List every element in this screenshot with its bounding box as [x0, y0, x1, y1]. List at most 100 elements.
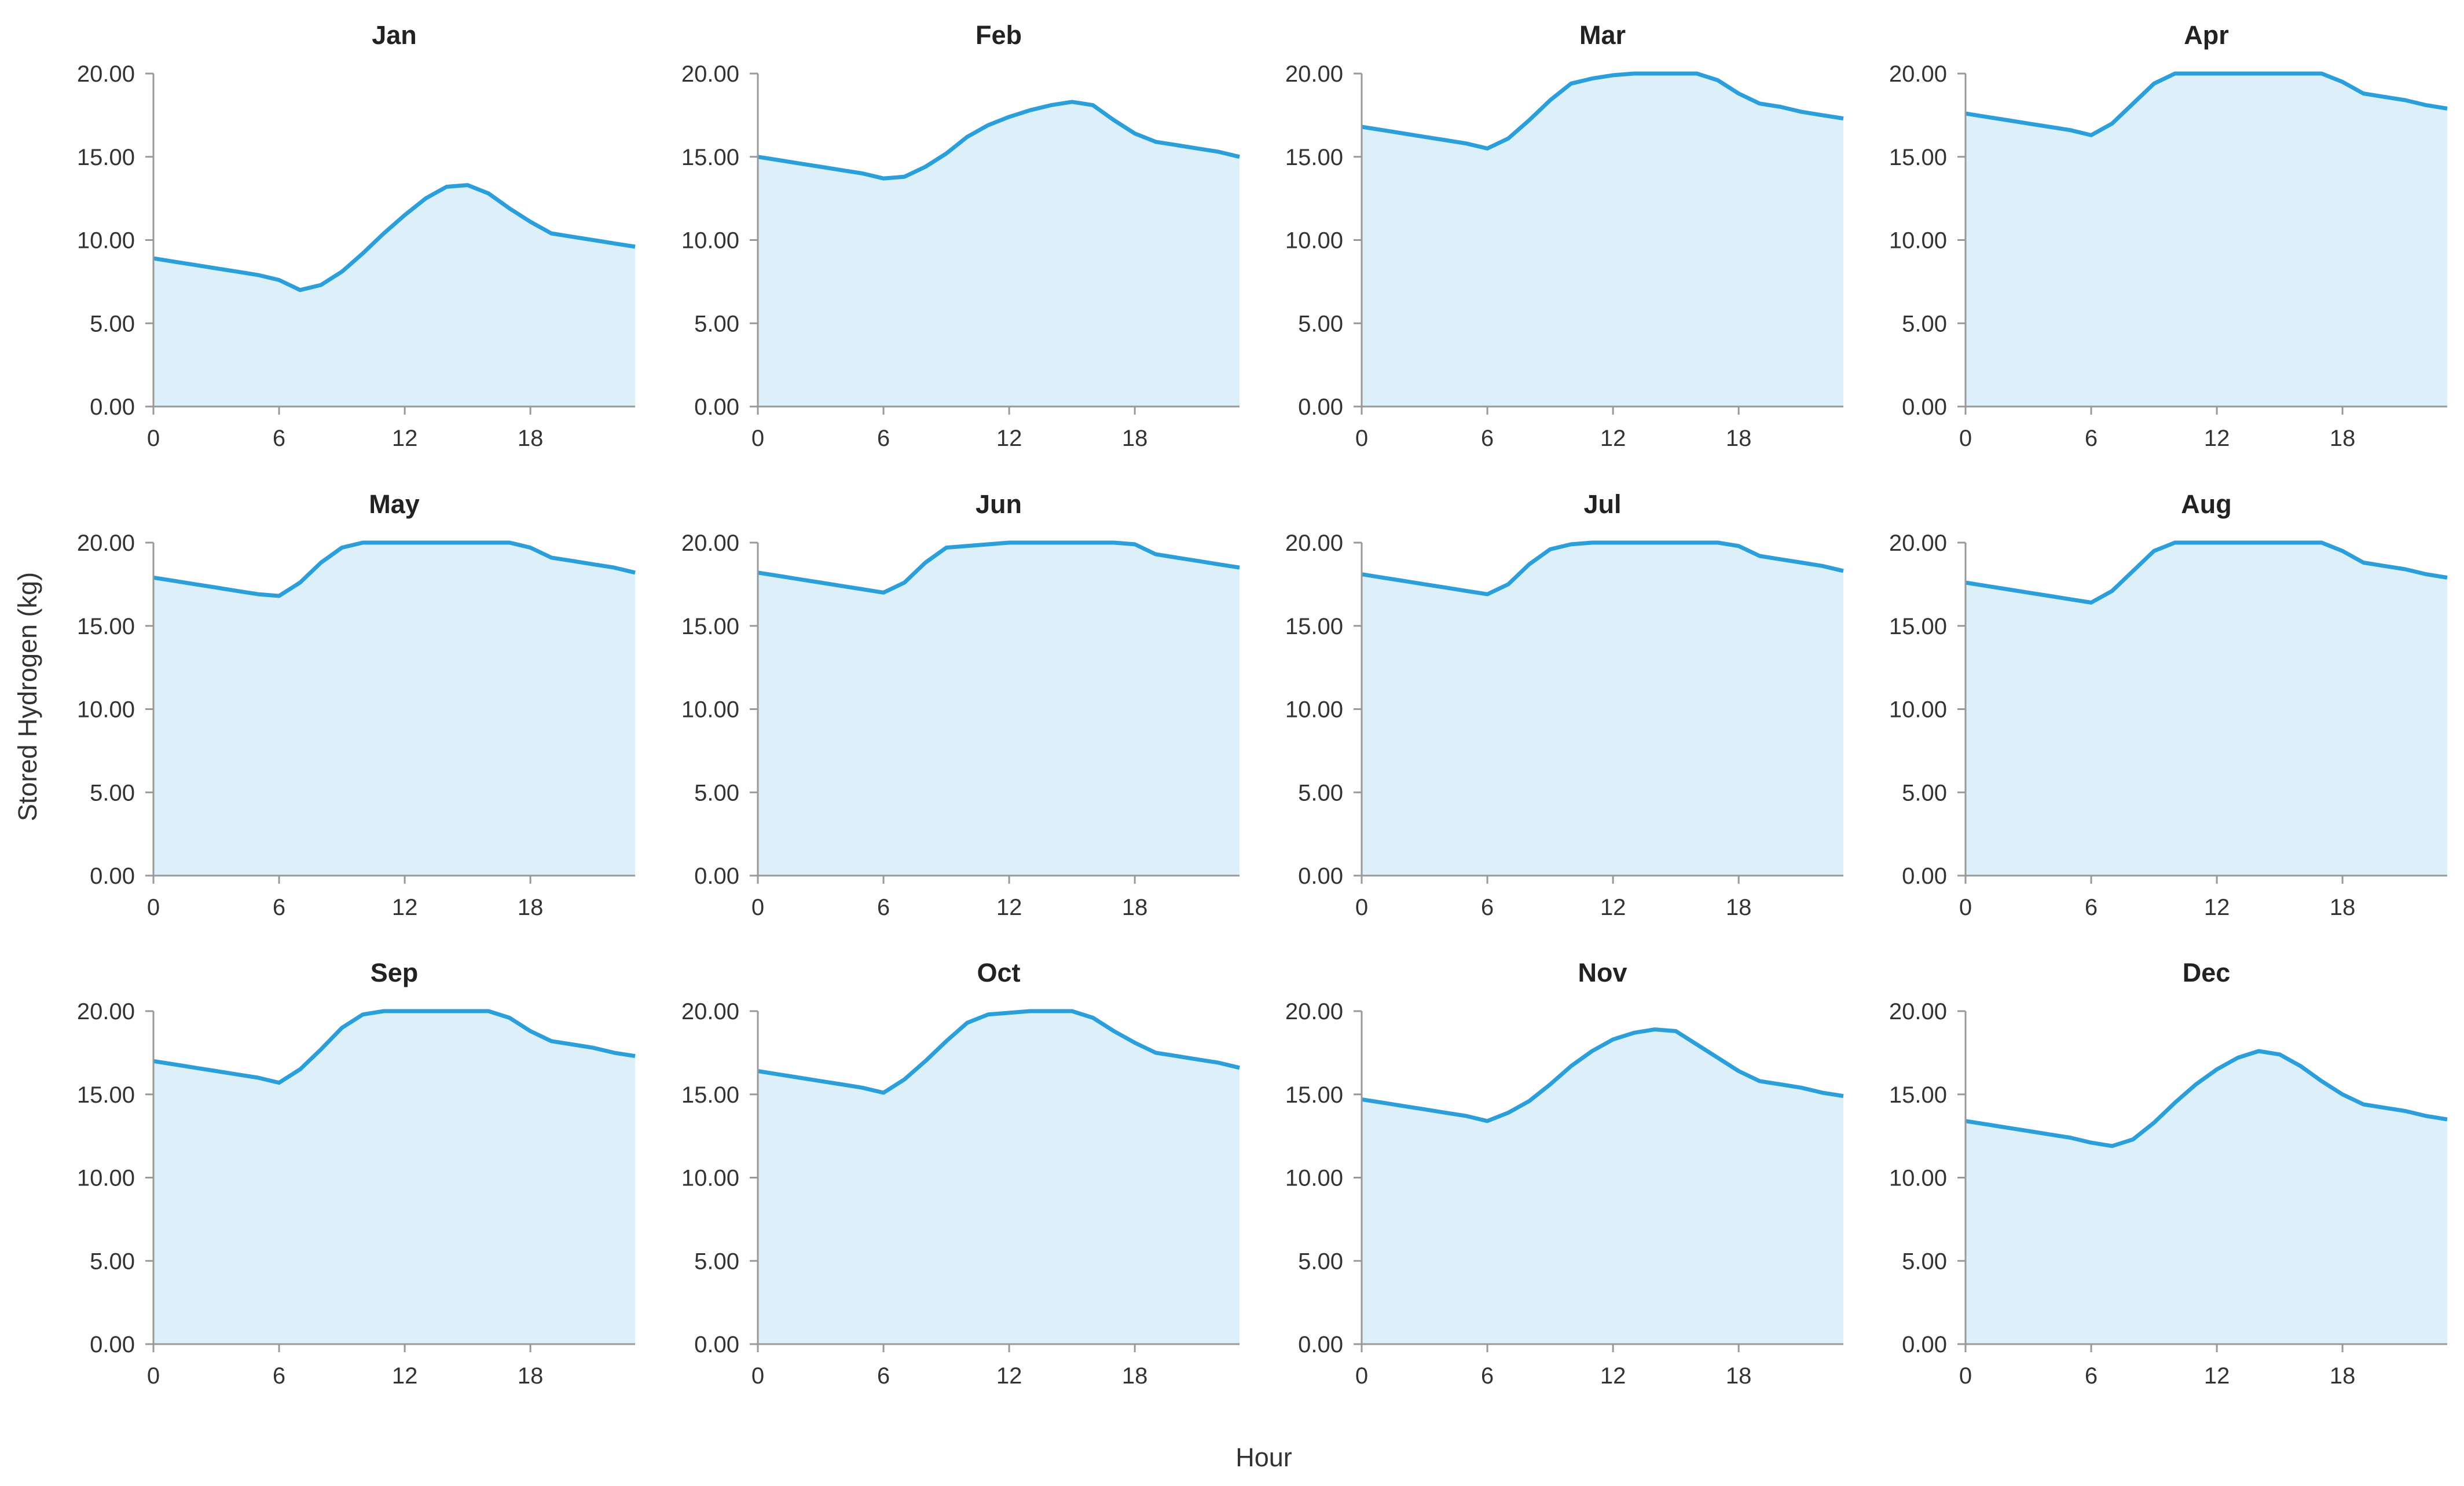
x-tick-label: 0	[1959, 1363, 1972, 1389]
y-tick-label: 0.00	[1902, 1332, 1947, 1357]
y-tick-label: 5.00	[90, 311, 135, 336]
area-fill	[153, 543, 635, 876]
y-tick-label: 15.00	[681, 614, 739, 639]
y-tick-label: 0.00	[90, 394, 135, 420]
series-line	[1361, 71, 1844, 151]
x-tick-label: 12	[2204, 426, 2230, 451]
area-fill	[1362, 1029, 1843, 1344]
panel-title: Dec	[2183, 958, 2231, 987]
y-tick-label: 0.00	[1298, 863, 1343, 889]
y-tick-label: 5.00	[1902, 780, 1947, 806]
x-tick-label: 0	[1959, 895, 1972, 920]
x-tick-label: 12	[996, 1363, 1022, 1389]
x-tick-label: 0	[751, 895, 764, 920]
x-tick-label: 12	[392, 895, 418, 920]
series-line	[1965, 1049, 2448, 1148]
panel-title: Aug	[2181, 489, 2231, 519]
y-tick-label: 0.00	[90, 863, 135, 889]
y-axis-title: Stored Hydrogen (kg)	[13, 572, 42, 821]
chart-panel-aug: Aug 0.00 5.00 10.00 15.00 20.00 0 6 12 18	[1889, 489, 2448, 920]
y-tick-label: 10.00	[77, 697, 135, 723]
y-tick-label: 10.00	[1889, 1166, 1947, 1191]
area-fill	[758, 543, 1240, 876]
y-tick-label: 10.00	[681, 228, 739, 254]
x-tick-label: 12	[996, 426, 1022, 451]
y-tick-label: 15.00	[77, 614, 135, 639]
x-tick-label: 18	[1726, 426, 1752, 451]
y-tick-label: 10.00	[681, 697, 739, 723]
y-tick-label: 15.00	[77, 145, 135, 170]
chart-panel-sep: Sep 0.00 5.00 10.00 15.00 20.00 0 6 12 18	[77, 958, 636, 1389]
x-tick-label: 6	[2085, 895, 2098, 920]
x-tick-label: 18	[2330, 426, 2356, 451]
y-tick-label: 10.00	[681, 1166, 739, 1191]
series-line	[1361, 1027, 1844, 1123]
panel-title: Feb	[976, 20, 1022, 50]
x-tick-label: 12	[1600, 1363, 1626, 1389]
series-line	[757, 540, 1240, 595]
panel-title: Apr	[2184, 20, 2229, 50]
y-tick-label: 0.00	[90, 1332, 135, 1357]
area-fill	[153, 185, 635, 407]
x-tick-label: 12	[1600, 426, 1626, 451]
x-tick-label: 0	[751, 1363, 764, 1389]
chart-panel-dec: Dec 0.00 5.00 10.00 15.00 20.00 0 6 12 18	[1889, 958, 2448, 1389]
area-fill	[758, 101, 1240, 407]
y-tick-label: 20.00	[681, 61, 739, 87]
x-tick-label: 6	[1481, 426, 1494, 451]
x-tick-label: 6	[273, 1363, 285, 1389]
x-tick-label: 6	[2085, 1363, 2098, 1389]
y-tick-label: 0.00	[694, 1332, 739, 1357]
panel-title: Mar	[1579, 20, 1626, 50]
x-tick-label: 6	[2085, 426, 2098, 451]
y-tick-label: 10.00	[1285, 1166, 1343, 1191]
y-tick-label: 0.00	[694, 394, 739, 420]
x-tick-label: 0	[1355, 1363, 1368, 1389]
x-tick-label: 0	[1355, 895, 1368, 920]
x-tick-label: 12	[996, 895, 1022, 920]
y-tick-label: 20.00	[1889, 999, 1947, 1024]
y-tick-label: 5.00	[1298, 780, 1343, 806]
chart-panel-jun: Jun 0.00 5.00 10.00 15.00 20.00 0 6 12 18	[681, 489, 1240, 920]
x-tick-label: 18	[518, 1363, 544, 1389]
area-fill	[758, 1011, 1240, 1344]
y-tick-label: 20.00	[1889, 530, 1947, 556]
chart-panel-nov: Nov 0.00 5.00 10.00 15.00 20.00 0 6 12 18	[1285, 958, 1844, 1389]
y-tick-label: 10.00	[1285, 697, 1343, 723]
chart-panel-apr: Apr 0.00 5.00 10.00 15.00 20.00 0 6 12 18	[1889, 20, 2448, 451]
series-line	[1361, 540, 1844, 596]
x-tick-label: 6	[1481, 895, 1494, 920]
chart-panel-mar: Mar 0.00 5.00 10.00 15.00 20.00 0 6 12 18	[1285, 20, 1844, 451]
area-fill	[1966, 1051, 2447, 1344]
series-line	[153, 540, 636, 598]
x-tick-label: 18	[1726, 895, 1752, 920]
x-tick-label: 12	[2204, 1363, 2230, 1389]
y-tick-label: 0.00	[1902, 394, 1947, 420]
y-tick-label: 15.00	[1889, 145, 1947, 170]
y-tick-label: 20.00	[681, 999, 739, 1024]
x-tick-label: 12	[1600, 895, 1626, 920]
panel-title: Oct	[977, 958, 1020, 987]
x-tick-label: 0	[147, 426, 160, 451]
x-tick-label: 6	[1481, 1363, 1494, 1389]
chart-panel-oct: Oct 0.00 5.00 10.00 15.00 20.00 0 6 12 18	[681, 958, 1240, 1389]
chart-panel-jul: Jul 0.00 5.00 10.00 15.00 20.00 0 6 12 18	[1285, 489, 1844, 920]
x-tick-label: 12	[392, 1363, 418, 1389]
panel-title: Nov	[1578, 958, 1627, 987]
y-tick-label: 0.00	[1902, 863, 1947, 889]
y-tick-label: 5.00	[1298, 1249, 1343, 1274]
y-tick-label: 20.00	[1889, 61, 1947, 87]
y-tick-label: 15.00	[1285, 145, 1343, 170]
y-tick-label: 5.00	[90, 780, 135, 806]
panel-title: Jun	[976, 489, 1022, 519]
x-tick-label: 0	[147, 895, 160, 920]
panel-title: Jan	[372, 20, 417, 50]
x-axis-title: Hour	[1235, 1443, 1292, 1472]
y-tick-label: 20.00	[1285, 61, 1343, 87]
series-line	[757, 1009, 1240, 1095]
series-line	[1965, 540, 2448, 605]
y-tick-label: 15.00	[77, 1082, 135, 1108]
y-tick-label: 10.00	[77, 228, 135, 254]
x-tick-label: 0	[1355, 426, 1368, 451]
